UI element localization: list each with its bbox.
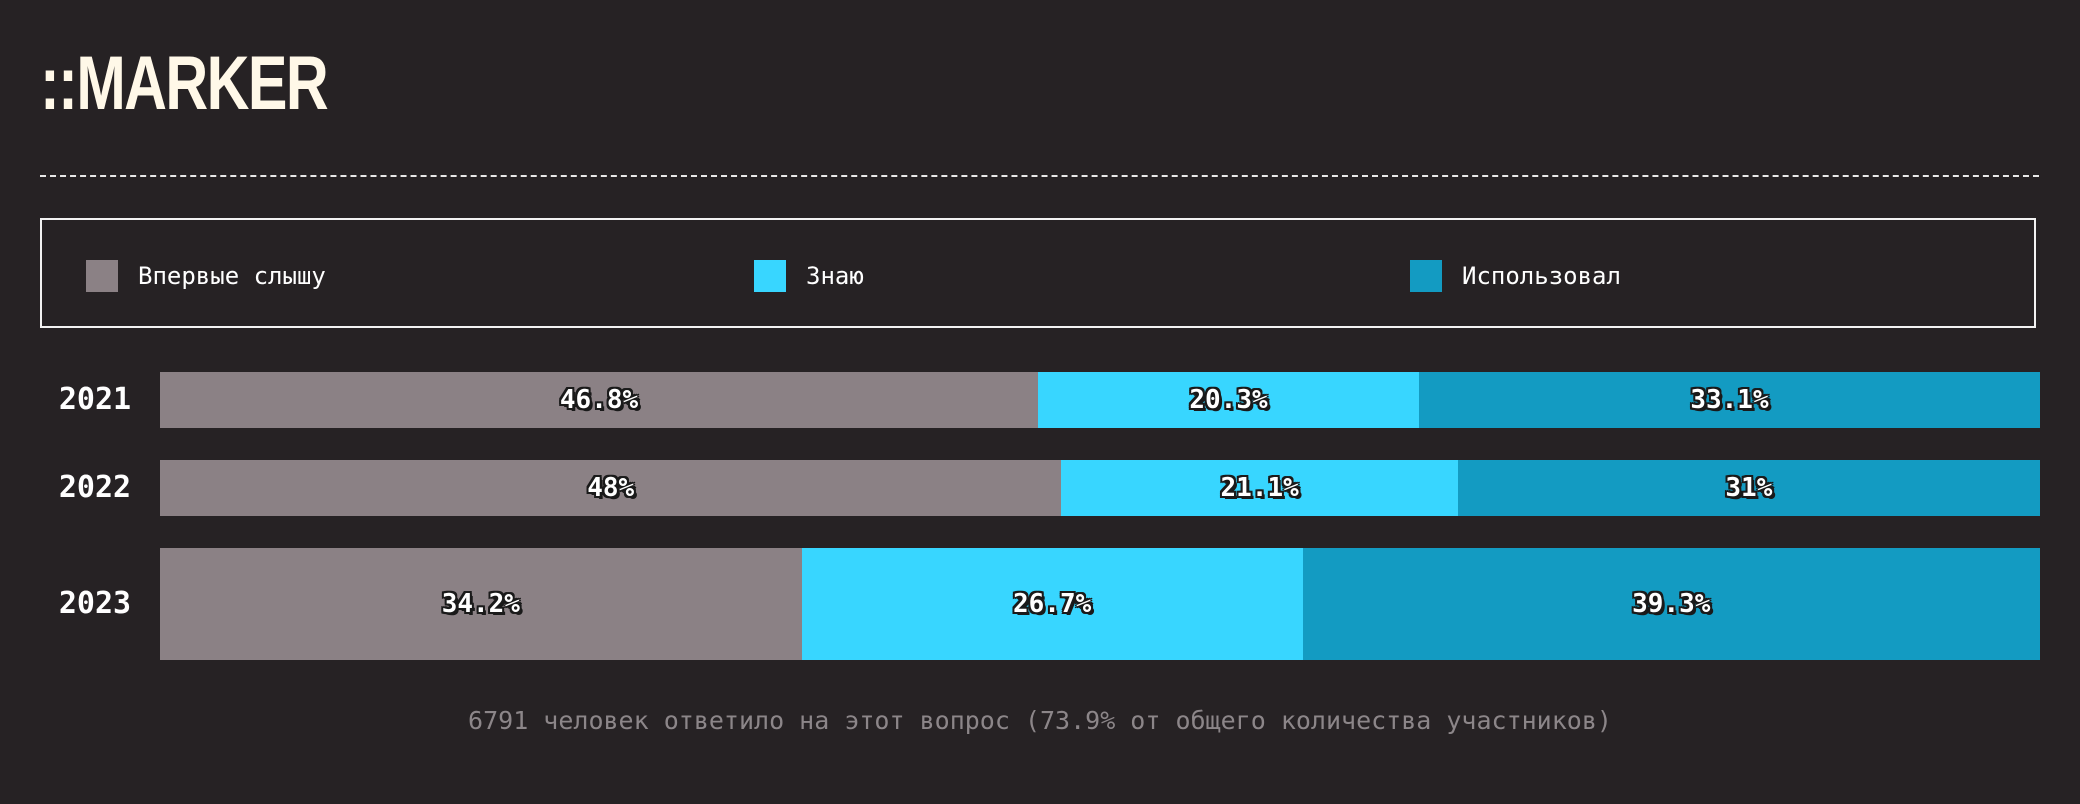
data-label-2022-1: 48% <box>587 473 635 503</box>
data-label-2022-2: 21.1% <box>1220 473 1299 503</box>
legend-label-first-time: Впервые слышу <box>138 262 326 290</box>
bar-row-2021: 46.8% 20.3% 33.1% <box>160 372 2040 428</box>
year-label-2022: 2022 <box>58 470 132 505</box>
bar-segment-2021-2: 20.3% <box>1038 372 1419 428</box>
legend-item-know: Знаю <box>754 260 864 292</box>
dashed-divider <box>40 175 2039 177</box>
data-label-2022-3: 31% <box>1725 473 1773 503</box>
bar-segment-2023-3: 39.3% <box>1302 548 2040 660</box>
data-label-2023-3: 39.3% <box>1632 589 1711 619</box>
data-label-2021-2: 20.3% <box>1189 385 1268 415</box>
legend-swatch-know <box>754 260 786 292</box>
legend-label-used: Использовал <box>1462 262 1621 290</box>
bar-segment-2023-2: 26.7% <box>801 548 1303 660</box>
bar-segment-2022-3: 31% <box>1457 460 2040 516</box>
bar-segment-2023-1: 34.2% <box>160 548 802 660</box>
year-label-2021: 2021 <box>58 382 132 417</box>
data-label-2021-3: 33.1% <box>1690 385 1769 415</box>
bar-segment-2021-1: 46.8% <box>160 372 1039 428</box>
bar-row-2023: 34.2% 26.7% 39.3% <box>160 548 2040 660</box>
data-label-2023-1: 34.2% <box>441 589 520 619</box>
bar-row-2022: 48% 21.1% 31% <box>160 460 2040 516</box>
data-label-2021-1: 46.8% <box>559 385 639 415</box>
year-label-2023: 2023 <box>58 586 132 621</box>
legend-swatch-used <box>1410 260 1442 292</box>
legend-swatch-first-time <box>86 260 118 292</box>
data-label-2023-2: 26.7% <box>1013 589 1092 619</box>
bar-segment-2022-2: 21.1% <box>1061 460 1458 516</box>
chart-legend: Впервые слышу Знаю Использовал <box>40 218 2036 328</box>
bar-segment-2021-3: 33.1% <box>1418 372 2040 428</box>
marker-logo: ::MARKER <box>40 41 329 126</box>
bar-segment-2022-1: 48% <box>160 460 1062 516</box>
respondents-footnote: 6791 человек ответило на этот вопрос (73… <box>468 706 1612 735</box>
legend-item-used: Использовал <box>1410 260 1621 292</box>
legend-label-know: Знаю <box>806 262 864 290</box>
legend-item-first-time: Впервые слышу <box>86 260 326 292</box>
